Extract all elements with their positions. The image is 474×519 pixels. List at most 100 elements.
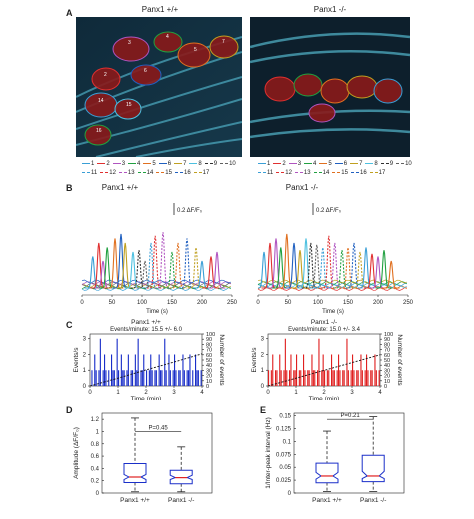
histogram-bar [293,370,295,386]
legend-label: 16 [183,170,191,176]
histogram-bar [172,370,174,386]
histogram-bar [154,370,156,386]
histogram-bar [338,354,340,386]
panel-title: Panx1 +/+ [131,319,161,326]
calcium-transient [297,238,315,289]
histogram-bar [317,370,319,386]
histogram-bar [175,370,177,386]
y2-tick-label: 80 [206,342,212,348]
histogram-bar [197,370,199,386]
calcium-transient [193,260,211,289]
y-tick-label: 1 [83,368,87,374]
histogram-bar [276,370,278,386]
histogram-bar [304,370,306,386]
legend-swatch [137,171,146,173]
histogram-bar [300,370,302,386]
histogram-bar [284,338,286,386]
legend-label: 13 [127,170,135,176]
legend-label: 5 [152,161,156,167]
histogram-bar [367,370,369,386]
histogram-bar [343,370,345,386]
y2-tick-label: 50 [206,358,212,364]
svg-text:7: 7 [222,39,225,45]
histogram-bar [374,354,376,386]
histogram-bar [120,354,122,386]
x-tick-label: 2 [144,390,148,396]
y-axis-label: Amplitude (ΔF/F₀) [73,427,80,479]
histogram-bar [312,370,314,386]
y-tick-label: 2 [261,352,265,358]
histogram-bar [280,370,282,386]
category-label: Panx1 +/+ [120,497,150,504]
x-tick-label: 100 [137,300,148,306]
x-tick-label: 50 [109,300,116,306]
x-tick-label: 100 [313,300,324,306]
legend-swatch [174,171,183,173]
panel-letter-a: A [66,8,73,18]
baseline-trace [257,285,407,290]
histogram-bar [357,370,359,386]
histogram-bar [188,370,190,386]
x-axis-label: Time (min) [131,396,162,400]
y2-tick-label: 60 [384,353,390,359]
baseline-trace [257,281,408,285]
calcium-transient [291,250,309,289]
legend-label: 7 [183,161,187,167]
x-tick-label: 0 [256,300,260,306]
legend-swatch [294,171,303,173]
histogram-bar [370,370,372,386]
svg-text:5: 5 [194,47,197,53]
panel-title: Panx1 -/- [311,319,337,326]
y-axis-label: Events/s [251,347,258,373]
legend-label: 6 [343,161,348,167]
y2-tick-label: 40 [206,363,212,369]
histogram-bar [137,338,139,386]
histogram-bar [375,370,377,386]
histogram-bar [275,370,277,386]
panel-b-left: 0 50 100 150 200 250 Time (s) 0.2 ΔF/F₀ [80,203,238,315]
calcium-transient [326,242,344,289]
histogram-bar [186,370,188,386]
legend-item-9: 9 [204,160,217,169]
x-tick-label: 1 [116,390,120,396]
legend-swatch [193,171,202,173]
legend-swatch [350,171,359,173]
baseline-trace [81,284,231,288]
y2-tick-label: 30 [384,368,390,374]
y2-tick-label: 10 [384,379,390,385]
right-micrograph [250,17,410,157]
legend-swatch [82,162,90,164]
histogram-bar [366,354,368,386]
legend-swatch [304,162,313,164]
svg-text:15: 15 [126,102,132,108]
y2-axis-label: Number of events [396,334,403,386]
histogram-bar [328,370,330,386]
y-tick-label: 0.1 [283,439,292,445]
y2-tick-label: 20 [384,374,390,380]
legend-label: 7 [359,161,363,167]
x-tick-label: 3 [172,390,176,396]
histogram-bar [95,370,97,386]
x-axis-label: Time (s) [146,309,168,315]
legend-item-7: 7 [174,160,186,169]
histogram-bar [99,338,101,386]
y2-tick-label: 70 [384,348,390,354]
histogram-bar [160,370,162,386]
histogram-bar [126,370,128,386]
histogram-bar [321,370,323,386]
baseline-trace [81,281,232,285]
histogram-bar [286,370,288,386]
y-tick-label: 0.15 [279,414,291,420]
histogram-bar [350,370,352,386]
legend-label: 9 [389,161,394,167]
histogram-bar [113,370,115,386]
calcium-transient [375,250,393,289]
calcium-transient [382,260,400,289]
histogram-bar [307,370,309,386]
legend-label: 3 [297,161,302,167]
y2-tick-label: 100 [384,332,393,338]
histogram-bar [146,370,148,386]
calcium-transient [169,242,187,289]
y2-tick-label: 20 [206,374,212,380]
legend-item-16: 16 [350,169,367,178]
